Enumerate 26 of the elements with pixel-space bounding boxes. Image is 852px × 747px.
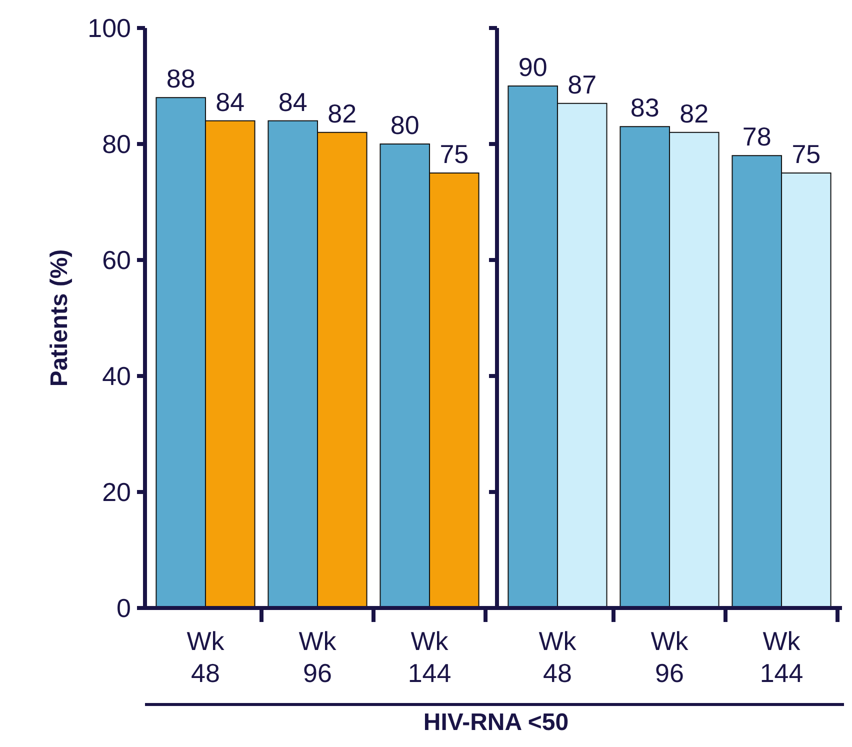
data-label: 75 xyxy=(440,139,469,169)
x-tick-label: Wk 144 xyxy=(408,626,452,688)
x-tick-label: Wk 48 xyxy=(538,626,578,688)
data-label: 87 xyxy=(568,69,597,100)
x-tick-label: Wk 96 xyxy=(650,626,690,688)
data-label: 84 xyxy=(216,86,245,117)
x-tick-label: Wk 96 xyxy=(298,626,338,688)
y-tick-label: 20 xyxy=(102,477,131,508)
data-label: 78 xyxy=(742,122,772,152)
y-tick-label: 80 xyxy=(102,129,131,160)
y-tick-label: 40 xyxy=(102,361,131,392)
data-label: 82 xyxy=(328,98,357,128)
data-label: 83 xyxy=(630,92,660,123)
data-label: 82 xyxy=(680,98,709,128)
x-tick-label: Wk 48 xyxy=(186,626,226,688)
y-tick-label: 100 xyxy=(88,13,131,44)
y-tick-label: 60 xyxy=(102,245,131,276)
data-label: 80 xyxy=(390,110,420,140)
data-label: 90 xyxy=(518,52,548,82)
y-tick-label: 0 xyxy=(116,593,131,624)
data-label: 75 xyxy=(792,139,821,169)
x-tick-label: Wk 144 xyxy=(760,626,804,688)
data-label: 88 xyxy=(166,64,196,94)
data-label: 84 xyxy=(278,86,308,117)
text: HIV-RNA <50 xyxy=(423,709,569,736)
y-axis-title: Patients (%) xyxy=(46,249,73,387)
